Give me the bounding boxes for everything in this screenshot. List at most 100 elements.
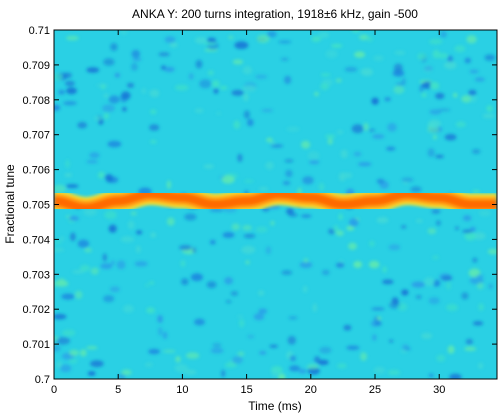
noise-speckle [174,84,189,91]
noise-speckle [57,278,66,284]
noise-speckle [100,263,113,270]
noise-speckle [265,246,272,255]
noise-speckle [320,83,329,91]
noise-speckle [351,30,361,33]
y-tick-label: 0.708 [22,95,50,107]
noise-speckle [462,229,473,234]
noise-speckle [192,247,197,254]
noise-speckle [194,108,204,114]
noise-speckle [461,95,472,103]
x-tick-label: 0 [51,384,57,396]
noise-speckle [120,30,128,35]
x-tick-label: 15 [240,384,252,396]
noise-speckle [149,89,160,98]
noise-speckle [127,220,135,230]
noise-speckle [284,75,292,85]
noise-speckle [317,359,329,365]
noise-speckle [376,178,385,184]
noise-speckle [255,226,268,233]
noise-speckle [194,36,208,44]
noise-speckle [66,87,77,95]
noise-speckle [121,91,131,100]
noise-speckle [80,349,87,357]
noise-speckle [237,314,244,318]
noise-speckle [353,151,362,157]
noise-speckle [68,358,78,364]
noise-speckle [267,30,277,38]
noise-speckle [149,124,160,131]
noise-speckle [461,292,469,300]
x-axis: 0 5 10 15 20 25 30 [51,30,445,396]
noise-speckle [393,63,403,73]
noise-speckle [443,61,457,70]
noise-speckle [348,242,357,250]
noise-speckle [478,362,484,370]
noise-speckle [70,232,76,242]
noise-speckle [54,73,63,81]
noise-speckle [58,89,66,95]
noise-speckle [54,345,61,352]
noise-speckle [224,362,237,368]
noise-speckle [243,92,249,102]
noise-speckle [247,118,254,127]
noise-speckle [286,126,300,132]
noise-speckle [64,173,73,177]
y-tick-label: 0.702 [22,304,50,316]
noise-speckle [354,51,366,58]
noise-speckle [303,258,309,263]
noise-speckle [388,244,401,251]
noise-speckle [466,35,477,44]
noise-speckle [312,303,317,313]
noise-speckle [314,91,319,97]
noise-speckle [415,295,422,299]
noise-speckle [376,316,382,321]
noise-speckle [474,77,485,82]
noise-speckle [145,362,153,367]
noise-speckle [206,281,217,289]
noise-speckle [302,176,314,185]
noise-speckle [150,109,157,115]
noise-speckle [228,35,234,40]
noise-speckle [428,119,441,129]
noise-speckle [150,232,157,238]
noise-speckle [303,285,308,293]
noise-speckle [63,101,77,106]
noise-speckle [311,36,322,42]
noise-speckle [417,53,427,60]
noise-speckle [185,352,200,359]
noise-speckle [216,111,222,116]
noise-speckle [149,281,154,285]
noise-speckle [243,110,250,119]
noise-speckle [285,169,293,178]
noise-speckle [65,159,70,168]
noise-speckle [90,360,104,368]
noise-speckle [210,347,224,354]
noise-speckle [446,281,451,290]
noise-speckle [427,148,435,158]
noise-speckle [84,247,92,253]
noise-speckle [66,35,79,41]
noise-speckle [231,356,243,364]
noise-speckle [384,97,391,102]
noise-speckle [401,225,407,229]
noise-speckle [487,248,497,255]
noise-speckle [103,58,115,66]
y-tick-label: 0.71 [29,25,50,37]
x-tick-label: 20 [305,384,317,396]
noise-speckle [371,307,385,311]
noise-speckle [157,315,163,323]
noise-speckle [465,338,473,345]
noise-speckle [54,240,62,245]
noise-speckle [335,78,342,83]
noise-speckle [108,95,120,104]
y-tick-label: 0.709 [22,60,50,72]
noise-speckle [299,261,313,269]
peak-trace [54,182,497,220]
noise-speckle [478,303,484,311]
noise-speckle [89,152,100,159]
noise-speckle [372,334,377,341]
noise-speckle [162,331,168,340]
noise-speckle [96,83,109,88]
noise-speckle [280,57,289,61]
noise-speckle [94,115,103,121]
